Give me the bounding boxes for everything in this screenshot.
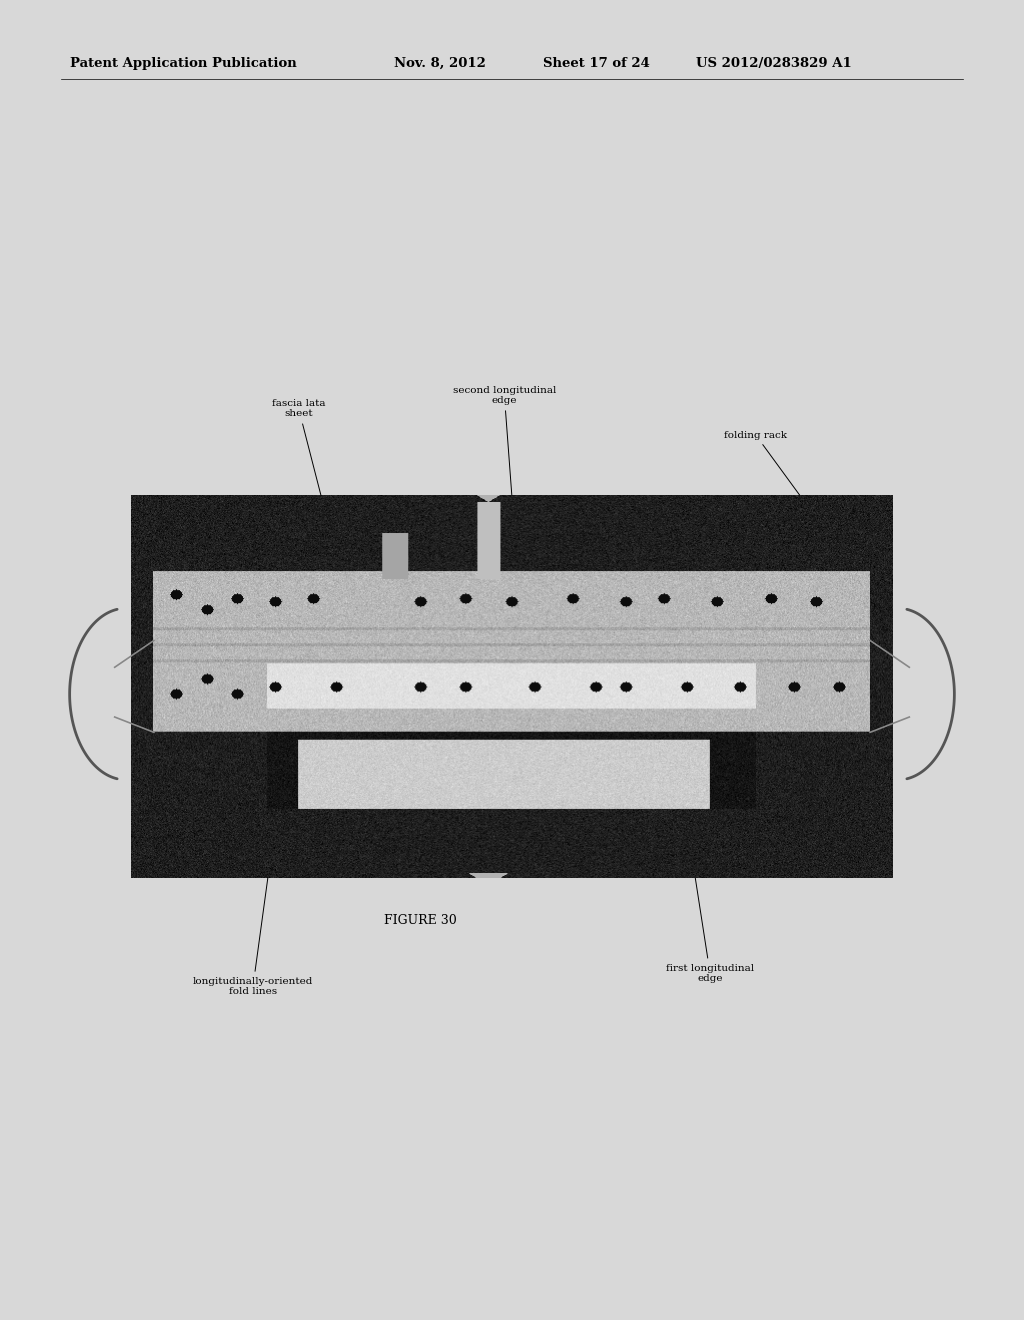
- Text: US 2012/0283829 A1: US 2012/0283829 A1: [696, 57, 852, 70]
- Text: Nov. 8, 2012: Nov. 8, 2012: [394, 57, 486, 70]
- Text: Sheet 17 of 24: Sheet 17 of 24: [543, 57, 649, 70]
- Text: first longitudinal
edge: first longitudinal edge: [666, 878, 754, 983]
- Text: fascia lata
sheet: fascia lata sheet: [272, 399, 326, 495]
- Text: Patent Application Publication: Patent Application Publication: [70, 57, 296, 70]
- Text: second longitudinal
edge: second longitudinal edge: [453, 385, 556, 495]
- Text: longitudinally-oriented
fold lines: longitudinally-oriented fold lines: [193, 878, 313, 997]
- Text: FIGURE 30: FIGURE 30: [384, 913, 457, 927]
- Text: folding rack: folding rack: [724, 430, 800, 495]
